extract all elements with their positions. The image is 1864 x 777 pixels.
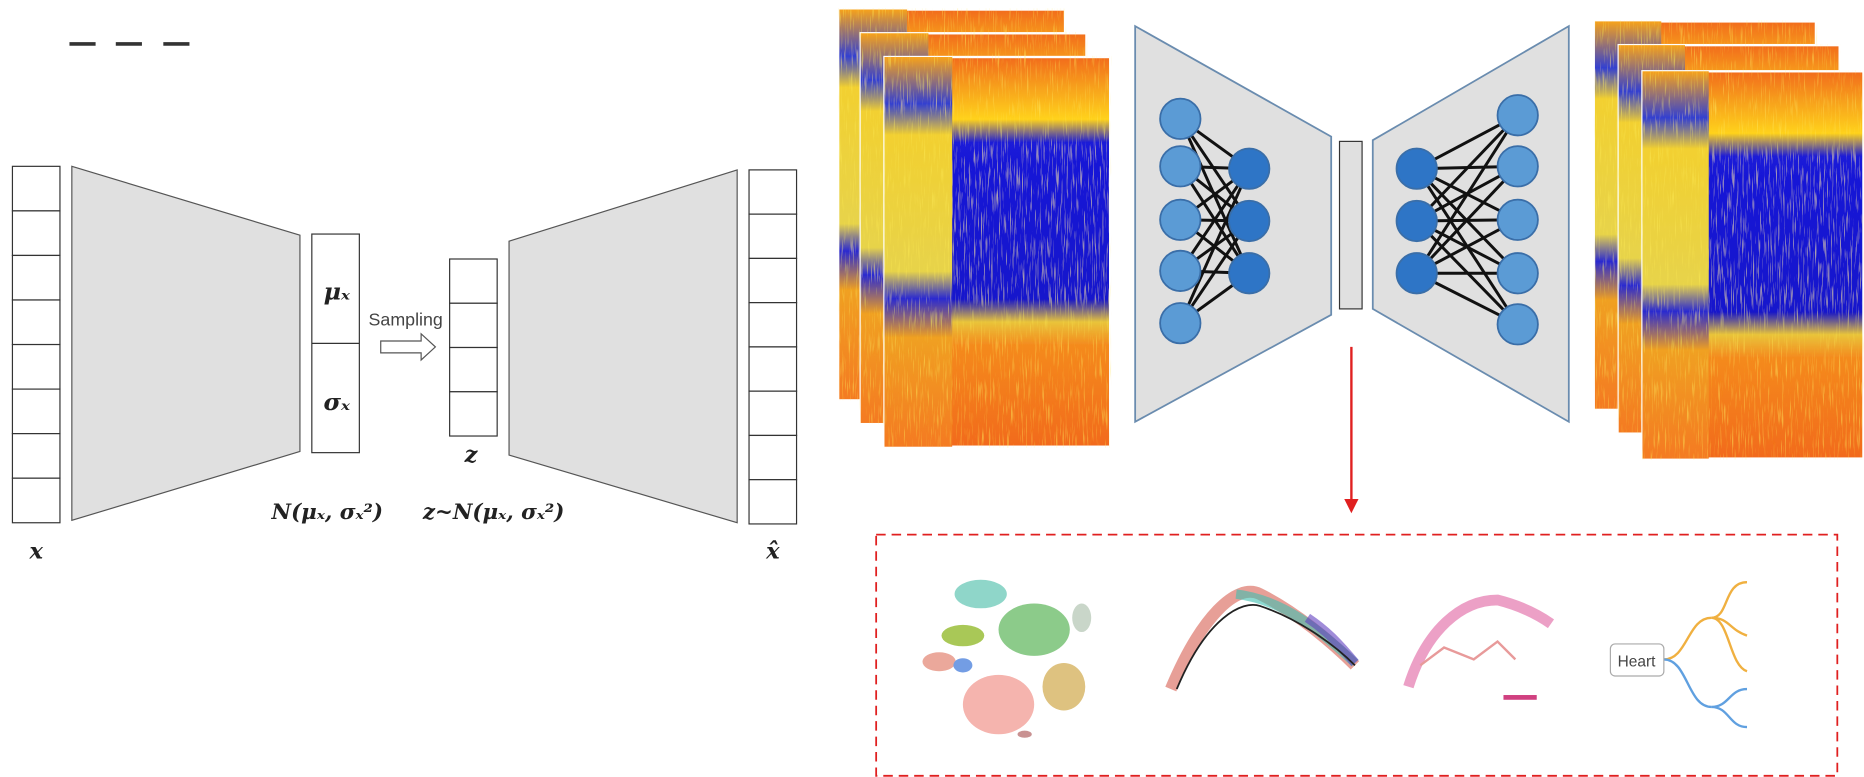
neuron (1229, 149, 1269, 189)
neuron (1498, 146, 1538, 186)
cell (749, 214, 797, 258)
root-label: Heart (1618, 654, 1656, 671)
cell (12, 211, 60, 256)
branch (1711, 582, 1747, 671)
input-heatmaps (839, 10, 1110, 447)
output-heatmaps (1595, 21, 1864, 458)
input-label: x (28, 538, 43, 564)
cluster (999, 604, 1070, 656)
cluster (1042, 663, 1085, 711)
neuron (1498, 253, 1538, 293)
cell (450, 259, 498, 303)
trajectory (1307, 618, 1355, 663)
posterior-label: N(μₓ, σₓ²) (271, 500, 383, 525)
cluster (955, 580, 1007, 609)
cell (749, 258, 797, 302)
neuron (1498, 304, 1538, 344)
neuron (1160, 99, 1200, 139)
decoder (509, 170, 737, 523)
cell (749, 347, 797, 391)
cell (450, 392, 498, 436)
cell (749, 170, 797, 214)
sampling-arrow (381, 334, 436, 360)
cell (450, 348, 498, 392)
cell (450, 303, 498, 347)
bottleneck (1340, 141, 1363, 309)
arrowhead (1344, 499, 1358, 513)
cell (12, 434, 60, 479)
figure: μₓ σₓ Sampling z x x̂ N(μₓ, σₓ²) z~N(μₓ,… (0, 0, 1864, 777)
z-label: z (464, 442, 479, 468)
lineage-tree: Heart (1610, 582, 1747, 727)
cluster (1072, 604, 1091, 633)
trajectory (1408, 600, 1551, 687)
neuron (1160, 251, 1200, 291)
neuron (1229, 201, 1269, 241)
page: {"vae": {"mu": "μₓ", "sigma": "σₓ", "sam… (0, 0, 1864, 777)
cluster (922, 652, 955, 671)
neuron (1397, 201, 1437, 241)
graph (1420, 642, 1515, 666)
neuron (1498, 95, 1538, 135)
encoder (72, 166, 300, 520)
trajectory-plot (1171, 592, 1355, 689)
cell (749, 435, 797, 479)
neuron (1397, 149, 1437, 189)
tsne-plot (922, 580, 1091, 738)
heatmap-section (884, 57, 952, 447)
pseudotime-plot (1408, 600, 1551, 700)
neuron (1397, 253, 1437, 293)
cluster (1018, 731, 1032, 738)
output-label: x̂ (765, 538, 780, 564)
cell (12, 300, 60, 345)
cell (12, 255, 60, 300)
neuron (1160, 303, 1200, 343)
neuron (1160, 146, 1200, 186)
sampling-label: Sampling (369, 310, 443, 330)
branch (1664, 659, 1712, 707)
neuron (1498, 200, 1538, 240)
cluster (953, 658, 972, 672)
colorbar (1503, 695, 1536, 700)
cell (749, 303, 797, 347)
cell (12, 478, 60, 523)
heatmap-section (1642, 71, 1708, 458)
cluster (942, 625, 985, 646)
mu-label: μₓ (324, 277, 351, 305)
neuron (1160, 200, 1200, 240)
latent-dist-label: z~N(μₓ, σₓ²) (422, 500, 565, 525)
cell (749, 391, 797, 435)
analysis-box (876, 535, 1837, 776)
cell (749, 480, 797, 524)
branch (1664, 618, 1712, 660)
cell (12, 166, 60, 211)
branch (1711, 689, 1747, 727)
cluster (963, 675, 1034, 734)
neuron (1229, 253, 1269, 293)
sigma-label: σₓ (324, 388, 352, 416)
cell (12, 345, 60, 390)
cell (12, 389, 60, 434)
